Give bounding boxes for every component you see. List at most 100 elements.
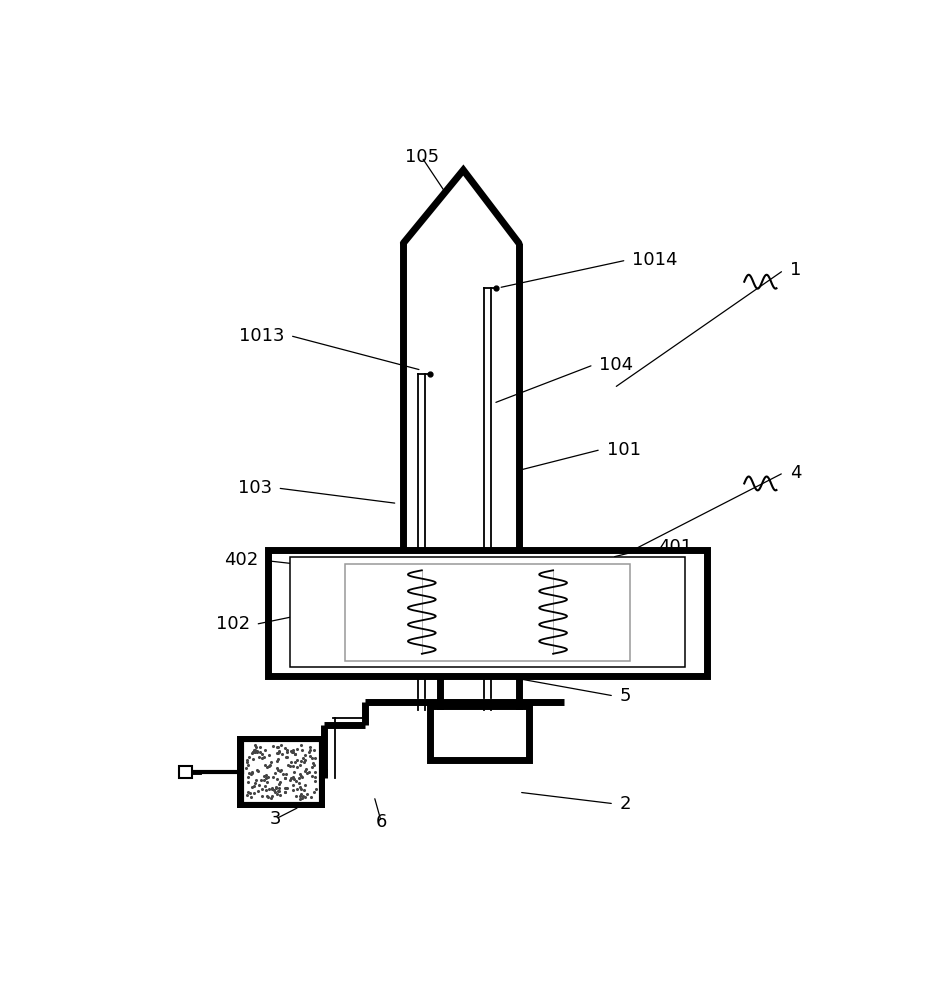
Point: [264, 781, 279, 797]
Point: [244, 779, 260, 795]
Point: [283, 770, 298, 786]
Point: [303, 739, 318, 755]
Point: [270, 739, 285, 755]
Point: [299, 765, 314, 781]
Point: [292, 779, 307, 795]
Point: [260, 774, 275, 790]
Point: [292, 791, 307, 807]
Point: [272, 780, 287, 796]
Point: [254, 788, 269, 804]
Point: [255, 750, 270, 766]
Point: [308, 764, 323, 780]
Point: [307, 784, 322, 800]
Point: [286, 758, 301, 774]
Point: [278, 780, 293, 796]
Point: [283, 758, 298, 774]
Point: [261, 781, 277, 797]
Point: [249, 762, 264, 778]
Point: [273, 762, 288, 778]
Point: [260, 759, 275, 775]
Point: [294, 786, 309, 802]
Point: [272, 774, 287, 790]
Point: [275, 746, 290, 762]
Text: 402: 402: [225, 551, 259, 569]
Point: [295, 750, 311, 766]
Point: [285, 742, 300, 758]
Point: [305, 768, 320, 784]
Point: [293, 757, 308, 773]
Point: [269, 779, 284, 795]
Point: [305, 755, 320, 771]
Point: [267, 765, 282, 781]
Point: [284, 743, 299, 759]
Text: 7: 7: [666, 610, 677, 628]
Point: [308, 773, 323, 789]
Point: [262, 757, 278, 773]
Point: [248, 739, 263, 755]
Text: 401: 401: [658, 538, 692, 556]
Point: [267, 782, 282, 798]
Point: [258, 778, 273, 794]
Point: [260, 788, 275, 804]
Point: [254, 746, 269, 762]
Point: [249, 743, 264, 759]
Point: [303, 789, 318, 805]
Text: 2: 2: [620, 795, 632, 813]
Point: [244, 766, 259, 782]
Point: [297, 752, 312, 768]
Point: [289, 759, 304, 775]
Point: [258, 742, 273, 758]
Point: [261, 758, 277, 774]
Bar: [345, 564, 630, 661]
Point: [286, 770, 301, 786]
Point: [284, 744, 299, 760]
Point: [264, 788, 279, 804]
Text: 3: 3: [270, 810, 281, 828]
Point: [309, 781, 324, 797]
Point: [265, 769, 280, 785]
Text: 1: 1: [789, 261, 801, 279]
Point: [241, 765, 256, 781]
Point: [294, 781, 309, 797]
Point: [287, 771, 302, 787]
Point: [244, 764, 260, 780]
Point: [244, 789, 259, 805]
Point: [280, 757, 295, 773]
Bar: [242, 740, 321, 804]
Point: [261, 769, 276, 785]
Point: [278, 766, 294, 782]
Point: [302, 744, 317, 760]
Point: [307, 750, 322, 766]
Point: [248, 775, 263, 791]
Point: [278, 784, 293, 800]
Point: [245, 744, 261, 760]
Bar: [290, 557, 685, 667]
Point: [243, 785, 258, 801]
Point: [250, 783, 265, 799]
Point: [290, 752, 305, 768]
Point: [269, 753, 284, 769]
Text: 1014: 1014: [632, 251, 678, 269]
Point: [252, 749, 267, 765]
Point: [261, 789, 276, 805]
Point: [240, 787, 255, 803]
Point: [248, 772, 263, 788]
Point: [259, 770, 274, 786]
Point: [304, 750, 319, 766]
Point: [296, 782, 312, 798]
Point: [253, 772, 268, 788]
Bar: [178, 766, 192, 778]
Point: [271, 762, 286, 778]
Point: [269, 780, 284, 796]
Point: [302, 742, 317, 758]
Point: [283, 754, 298, 770]
Point: [245, 744, 261, 760]
Bar: [430, 706, 529, 760]
Point: [258, 757, 273, 773]
Bar: [268, 550, 707, 676]
Point: [293, 766, 308, 782]
Point: [299, 786, 314, 802]
Point: [299, 761, 314, 777]
Point: [295, 788, 311, 804]
Text: 6: 6: [376, 813, 387, 831]
